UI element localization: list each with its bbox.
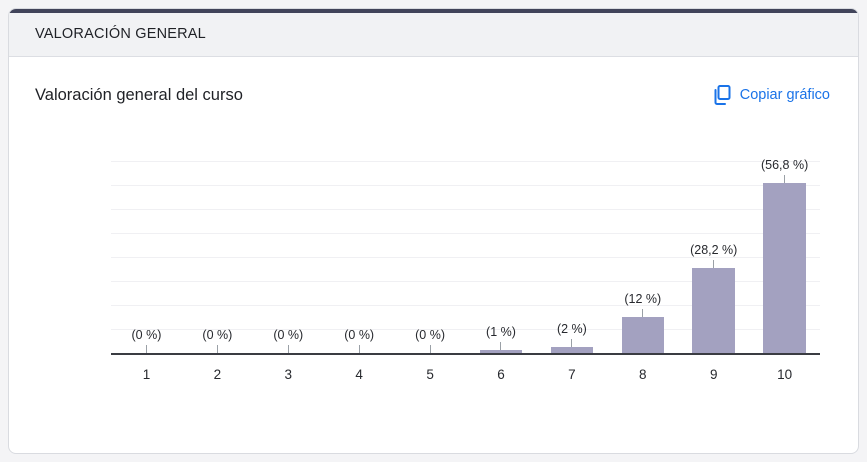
label-tick	[713, 260, 715, 269]
x-axis-label: 3	[284, 367, 293, 382]
copy-icon	[713, 85, 731, 105]
bar-column: (28,2 %)	[678, 155, 749, 353]
plot-area: (0 %) (0 %) (0 %) (0 %) (0 %) (1 %) (2 %) (12 %…	[111, 155, 820, 355]
label-tick	[500, 342, 502, 350]
card-body: Valoración general del curso Copiar gráf…	[9, 57, 858, 382]
bar-value-label: (12 %)	[624, 292, 662, 306]
bar-value-label: (0 %)	[415, 328, 446, 342]
bar-value-label: (2 %)	[556, 322, 587, 336]
x-axis-label: 8	[639, 367, 647, 382]
bar-column: (56,8 %)	[749, 155, 820, 353]
bar-value-label: (0 %)	[202, 328, 233, 342]
bar-value-label: (0 %)	[131, 328, 162, 342]
bar-column: (0 %)	[111, 155, 182, 353]
bar-value-label: (28,2 %)	[690, 243, 738, 258]
label-tick	[784, 174, 786, 183]
label-tick	[145, 345, 147, 353]
card-header: VALORACIÓN GENERAL	[9, 9, 858, 57]
bar	[692, 268, 735, 353]
label-tick	[571, 339, 573, 347]
bar	[479, 350, 523, 353]
bar-column: (0 %)	[324, 155, 395, 353]
copy-chart-button[interactable]: Copiar gráfico	[711, 81, 832, 109]
bar-column: (0 %)	[395, 155, 466, 353]
label-tick	[216, 345, 218, 353]
bar-value-label: (0 %)	[273, 328, 304, 342]
bar-chart: (0 %) (0 %) (0 %) (0 %) (0 %) (1 %) (2 %) (12 %…	[111, 155, 820, 382]
bar-column: (12 %)	[607, 155, 678, 353]
label-tick	[429, 345, 431, 353]
label-tick	[287, 345, 289, 353]
bar	[621, 317, 665, 353]
x-axis-label: 4	[355, 367, 363, 382]
x-axis: 1 2 3 4 5 6 7 8 9 10	[111, 367, 820, 382]
valoracion-general-card: VALORACIÓN GENERAL Valoración general de…	[8, 8, 859, 454]
label-tick	[358, 345, 360, 353]
copy-chart-label: Copiar gráfico	[739, 87, 830, 103]
card-header-title: VALORACIÓN GENERAL	[35, 26, 206, 42]
chart-title: Valoración general del curso	[35, 85, 243, 104]
bar-column: (0 %)	[182, 155, 253, 353]
bar	[550, 347, 594, 353]
label-tick	[642, 309, 644, 317]
bar-value-label: (0 %)	[344, 328, 375, 342]
bar-value-label: (1 %)	[486, 325, 516, 339]
bar-column: (1 %)	[466, 155, 537, 353]
title-row: Valoración general del curso Copiar gráf…	[35, 81, 832, 109]
x-axis-label: 7	[568, 367, 576, 382]
x-axis-label: 1	[142, 367, 151, 382]
bar-column: (0 %)	[253, 155, 324, 353]
x-axis-label: 9	[709, 367, 718, 382]
x-axis-label: 5	[426, 367, 434, 382]
bar-column: (2 %)	[536, 155, 607, 353]
x-axis-label: 6	[497, 367, 505, 382]
bar-value-label: (56,8 %)	[760, 157, 809, 172]
x-axis-label: 10	[777, 367, 793, 382]
bar	[763, 182, 806, 353]
x-axis-label: 2	[213, 367, 222, 382]
